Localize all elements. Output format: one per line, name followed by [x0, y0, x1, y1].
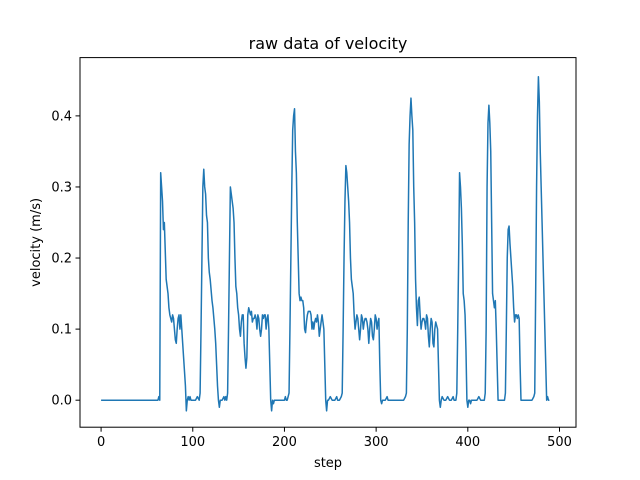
- y-axis-label: velocity (m/s): [29, 198, 44, 287]
- y-tick-label: 0.1: [51, 323, 72, 338]
- y-tick-label: 0.2: [51, 252, 72, 267]
- x-tick-label: 400: [455, 435, 480, 450]
- y-tick-label: 0.0: [51, 394, 72, 409]
- x-tick-label: 300: [364, 435, 389, 450]
- y-tick-label: 0.3: [51, 180, 72, 195]
- plot-area: [101, 76, 550, 412]
- velocity-series-line: [101, 76, 550, 412]
- x-tick-label: 500: [547, 435, 572, 450]
- x-tick-label: 100: [180, 435, 205, 450]
- x-tick-label: 200: [272, 435, 297, 450]
- x-axis: 0 100 200 300 400 500: [97, 427, 572, 450]
- chart-title: raw data of velocity: [249, 34, 408, 53]
- y-tick-label: 0.4: [51, 109, 72, 124]
- x-tick-label: 0: [97, 435, 105, 450]
- axes-frame: [79, 57, 577, 428]
- y-axis: 0.0 0.1 0.2 0.3 0.4: [51, 109, 80, 409]
- x-axis-label: step: [314, 456, 342, 471]
